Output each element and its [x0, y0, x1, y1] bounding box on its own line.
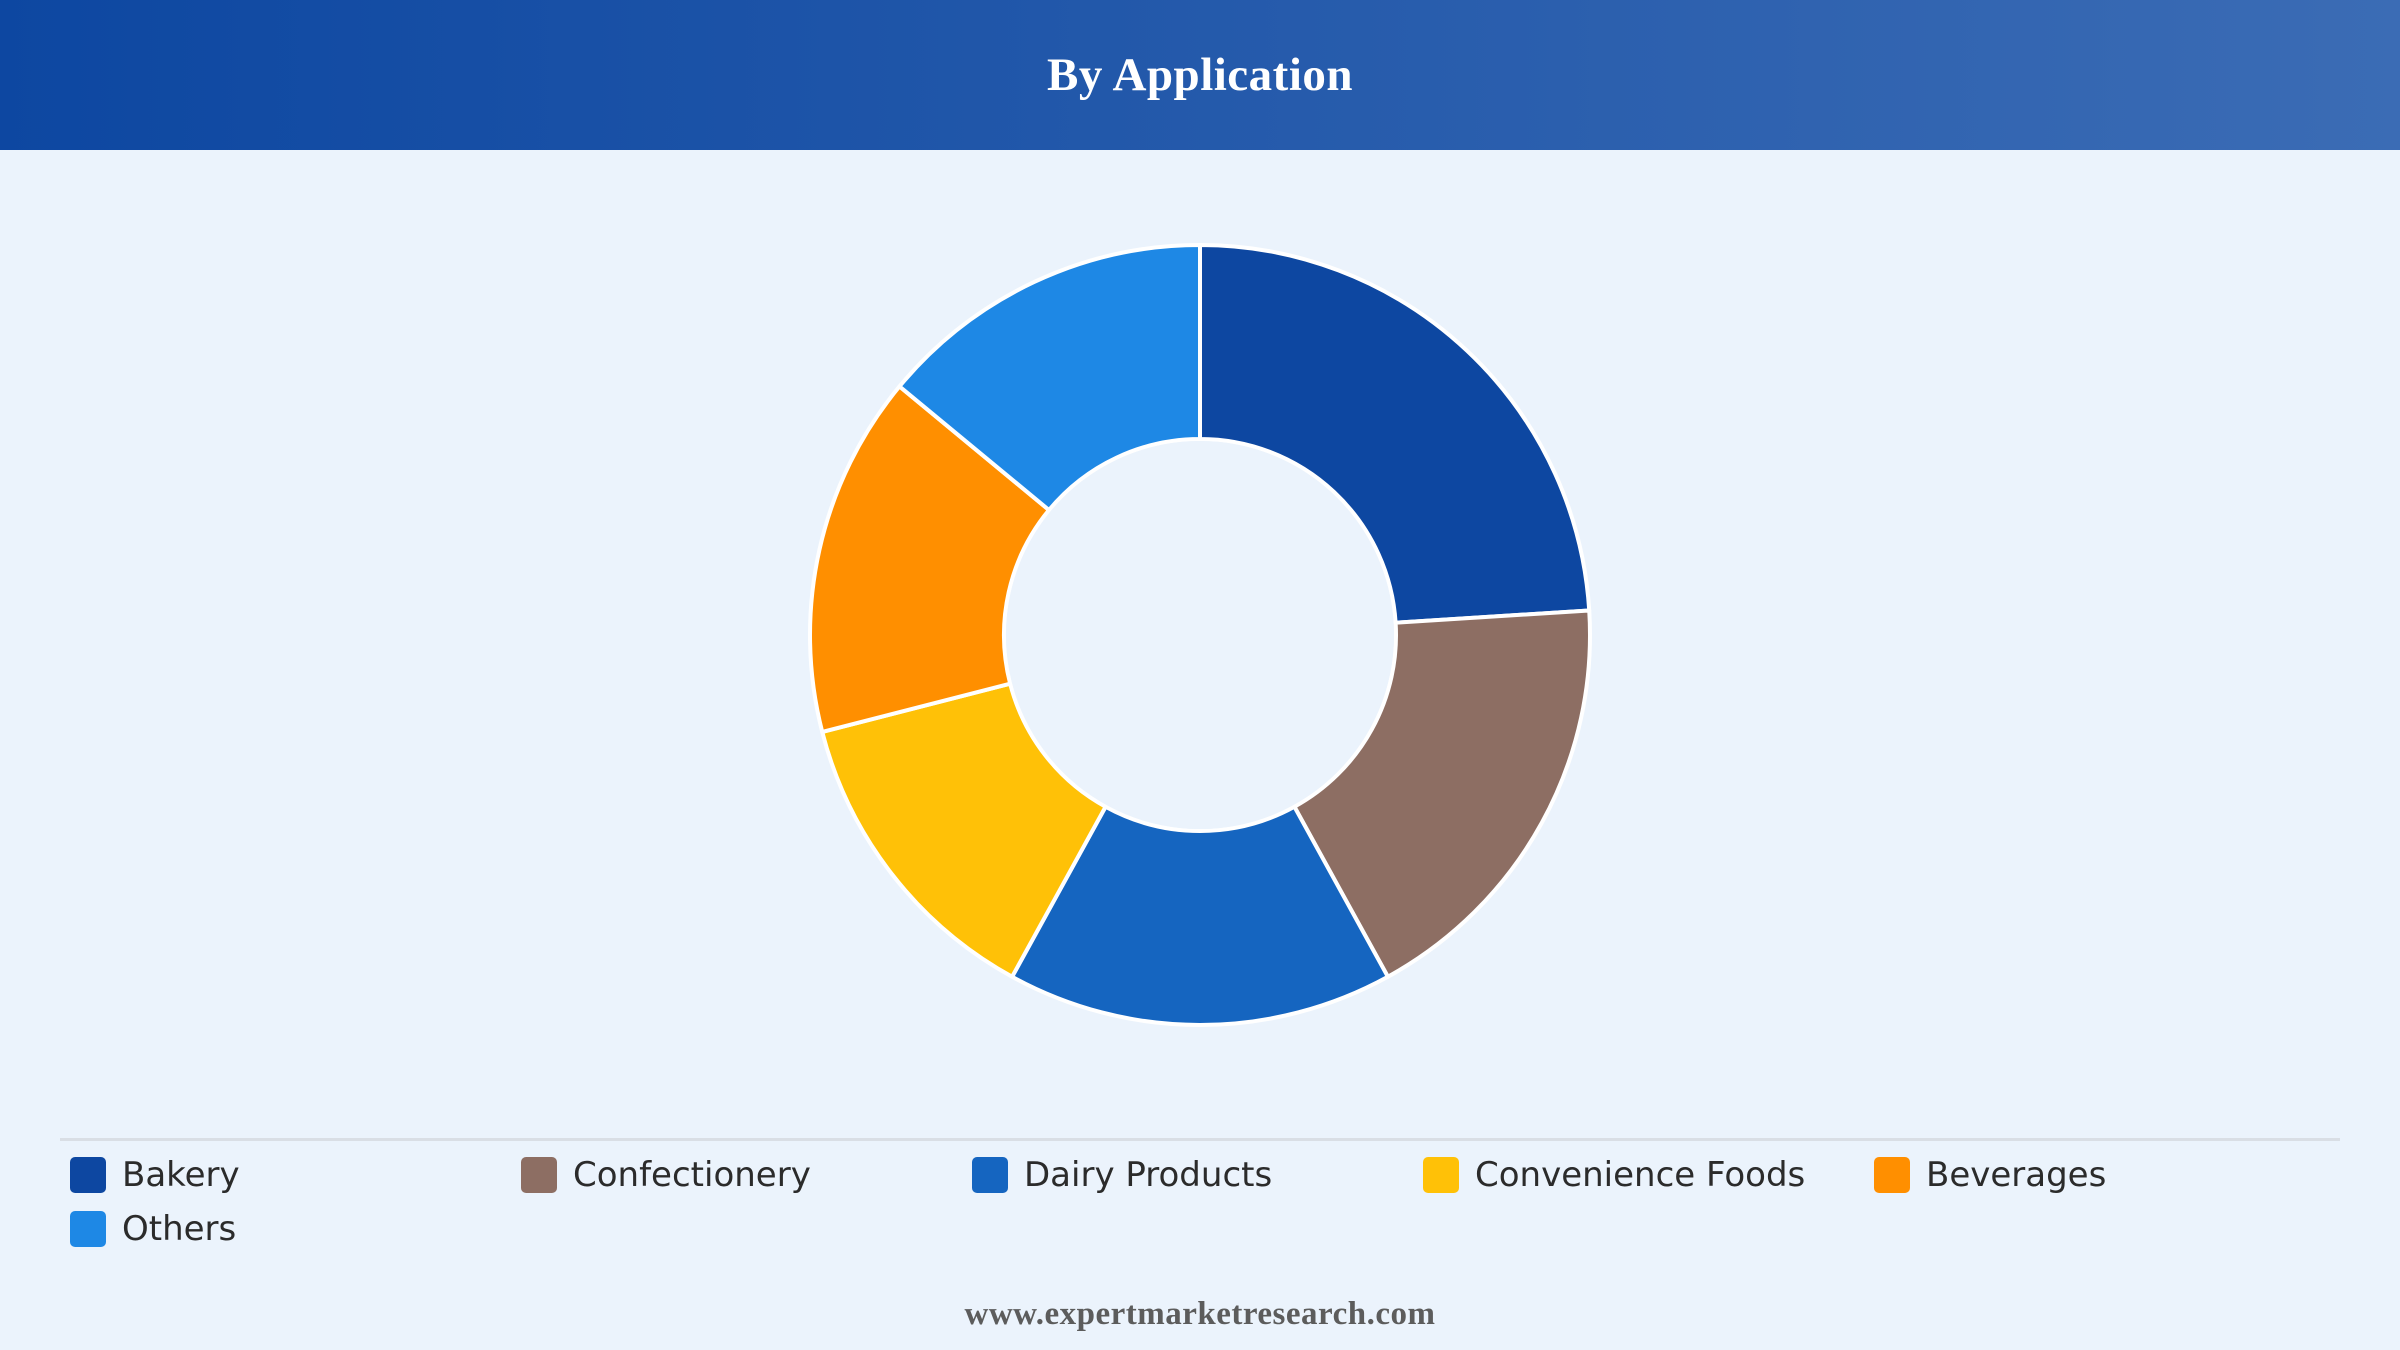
legend-item-bakery[interactable]: Bakery	[70, 1151, 240, 1199]
donut-slice-dairy-products[interactable]	[1010, 804, 1390, 1027]
legend-label: Bakery	[122, 1155, 240, 1195]
legend-label: Others	[122, 1209, 237, 1249]
legend-item-beverages[interactable]: Beverages	[1874, 1151, 2106, 1199]
chart-header: By Application	[0, 0, 2400, 150]
chart-title: By Application	[1046, 49, 1354, 101]
legend-item-dairy-products[interactable]: Dairy Products	[972, 1151, 1272, 1199]
donut-hole	[1006, 441, 1394, 829]
legend-label: Convenience Foods	[1475, 1155, 1806, 1195]
legend-swatch	[1423, 1157, 1459, 1193]
legend-swatch	[972, 1157, 1008, 1193]
legend-item-others[interactable]: Others	[70, 1205, 236, 1253]
source-url: www.expertmarketresearch.com	[964, 1296, 1436, 1332]
donut-slice-convenience-foods[interactable]	[820, 681, 1108, 979]
donut-slice-bakery[interactable]	[1198, 243, 1592, 625]
donut-slice-others[interactable]	[897, 243, 1202, 513]
legend-swatch	[70, 1211, 106, 1247]
legend-swatch	[521, 1157, 557, 1193]
legend-swatch	[1874, 1157, 1910, 1193]
legend-item-confectionery[interactable]: Confectionery	[521, 1151, 811, 1199]
legend-divider	[60, 1138, 2340, 1141]
legend-label: Dairy Products	[1024, 1155, 1273, 1195]
donut-slice-beverages[interactable]	[808, 384, 1051, 734]
legend-label: Confectionery	[573, 1155, 811, 1195]
legend-swatch	[70, 1157, 106, 1193]
legend-item-convenience-foods[interactable]: Convenience Foods	[1423, 1151, 1805, 1199]
legend-label: Beverages	[1926, 1155, 2107, 1195]
donut-slice-confectionery[interactable]	[1292, 608, 1592, 979]
